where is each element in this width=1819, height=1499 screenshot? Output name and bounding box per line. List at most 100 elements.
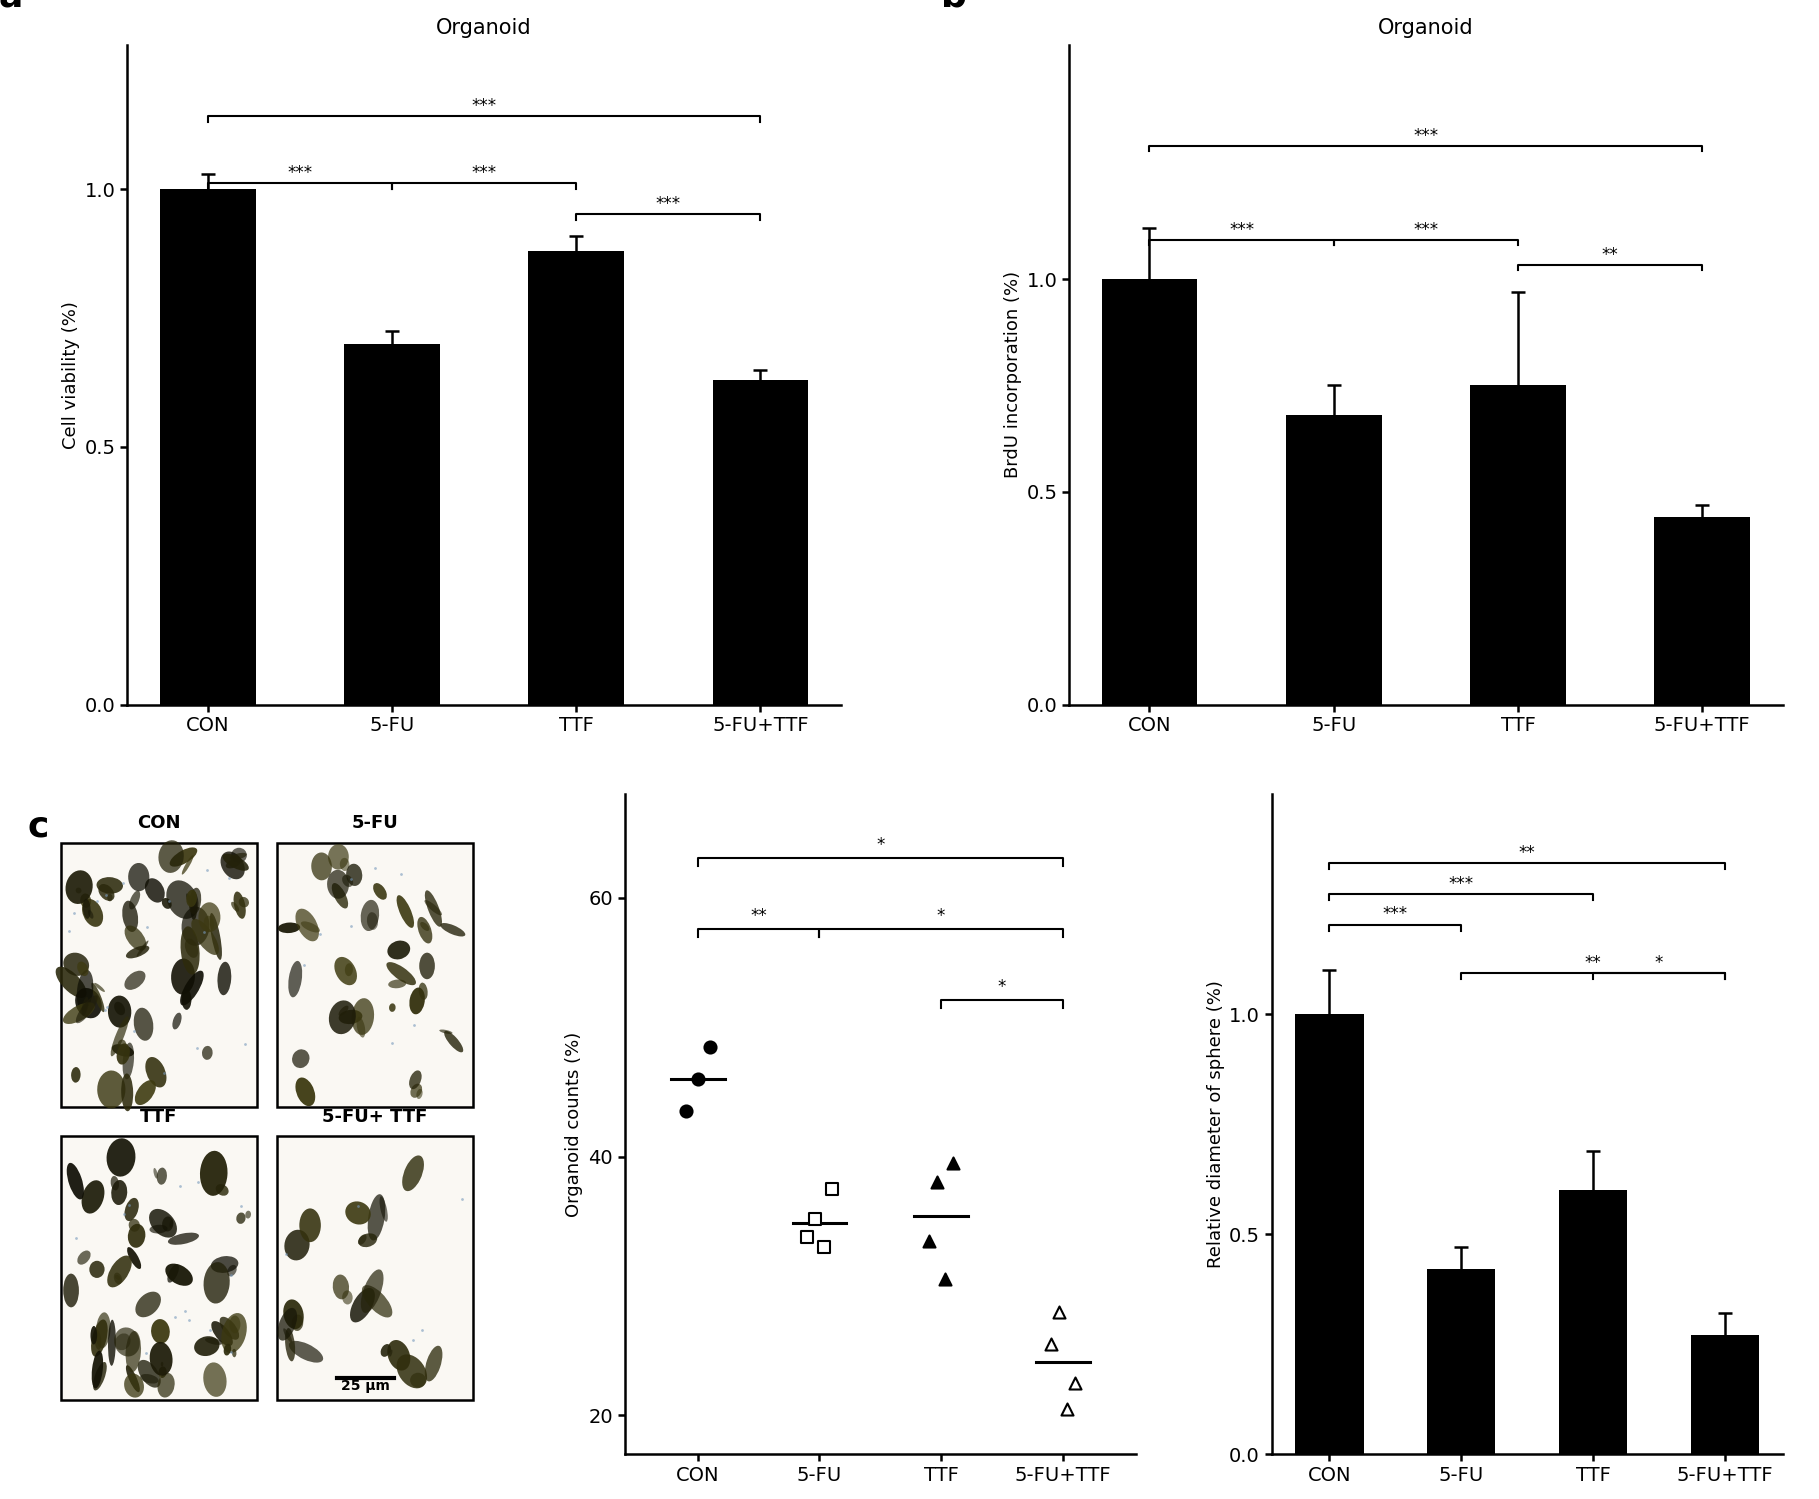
Point	[809, 1235, 839, 1259]
Ellipse shape	[329, 1000, 357, 1034]
Ellipse shape	[169, 1220, 173, 1228]
Text: *: *	[937, 907, 946, 925]
Ellipse shape	[127, 1223, 146, 1247]
Text: ***: ***	[1382, 905, 1408, 923]
Point	[120, 1019, 149, 1043]
Point	[306, 922, 335, 946]
Ellipse shape	[342, 875, 353, 887]
Ellipse shape	[418, 983, 427, 1000]
Point	[671, 1099, 700, 1123]
Ellipse shape	[186, 893, 193, 908]
Ellipse shape	[118, 1039, 126, 1051]
Ellipse shape	[342, 1291, 353, 1304]
Ellipse shape	[146, 1057, 167, 1087]
Y-axis label: Cell viability (%): Cell viability (%)	[62, 301, 80, 448]
Point	[175, 1307, 204, 1331]
Ellipse shape	[76, 995, 98, 1024]
Ellipse shape	[284, 1229, 309, 1261]
Point	[107, 871, 136, 895]
Ellipse shape	[107, 1256, 131, 1288]
Ellipse shape	[67, 1163, 84, 1199]
Ellipse shape	[338, 1010, 362, 1024]
Point	[800, 1207, 829, 1231]
Point	[939, 1151, 968, 1175]
Ellipse shape	[127, 1247, 142, 1270]
Ellipse shape	[126, 1331, 142, 1372]
Bar	[60, 1136, 256, 1400]
Text: **: **	[749, 907, 768, 925]
Ellipse shape	[107, 995, 131, 1028]
Ellipse shape	[380, 1345, 391, 1357]
Ellipse shape	[387, 979, 406, 988]
Ellipse shape	[91, 983, 104, 1012]
Ellipse shape	[160, 1361, 164, 1367]
Ellipse shape	[115, 1001, 126, 1015]
Ellipse shape	[387, 940, 411, 959]
Point	[1037, 1333, 1066, 1357]
Ellipse shape	[338, 1006, 349, 1016]
Ellipse shape	[126, 946, 149, 958]
Ellipse shape	[311, 853, 331, 880]
Point	[184, 1169, 213, 1193]
Ellipse shape	[89, 1261, 104, 1279]
Ellipse shape	[224, 1343, 231, 1355]
Point	[1051, 1397, 1080, 1421]
Ellipse shape	[186, 890, 196, 907]
Ellipse shape	[278, 922, 300, 932]
Ellipse shape	[226, 859, 242, 868]
Ellipse shape	[358, 1234, 377, 1247]
Ellipse shape	[335, 956, 357, 985]
Ellipse shape	[115, 1334, 131, 1351]
Ellipse shape	[149, 1342, 173, 1376]
Ellipse shape	[220, 851, 246, 880]
Point	[695, 1034, 724, 1058]
Ellipse shape	[417, 1088, 422, 1099]
Ellipse shape	[96, 877, 124, 893]
Ellipse shape	[96, 1070, 126, 1108]
Point	[189, 920, 218, 944]
Point	[182, 1036, 211, 1060]
Point	[337, 913, 366, 937]
Ellipse shape	[409, 1373, 426, 1388]
Ellipse shape	[386, 962, 417, 985]
Ellipse shape	[295, 908, 318, 941]
Ellipse shape	[158, 1373, 175, 1397]
Ellipse shape	[206, 1337, 224, 1345]
Ellipse shape	[98, 884, 115, 901]
Point	[91, 883, 120, 907]
Text: a: a	[0, 0, 24, 13]
Ellipse shape	[111, 1016, 129, 1057]
Ellipse shape	[402, 1156, 424, 1192]
Ellipse shape	[136, 940, 149, 956]
Ellipse shape	[349, 1288, 375, 1322]
Ellipse shape	[124, 971, 146, 989]
Ellipse shape	[360, 899, 378, 931]
Ellipse shape	[146, 878, 166, 902]
Ellipse shape	[278, 1307, 296, 1340]
Ellipse shape	[158, 841, 184, 872]
Ellipse shape	[333, 1274, 349, 1300]
Ellipse shape	[166, 880, 198, 919]
Ellipse shape	[211, 1256, 238, 1273]
Point	[227, 1195, 256, 1219]
Point	[386, 862, 415, 886]
Ellipse shape	[409, 1070, 422, 1090]
Ellipse shape	[204, 916, 215, 931]
Point	[193, 857, 222, 881]
Text: ***: ***	[657, 195, 680, 213]
Point	[166, 1174, 195, 1198]
Ellipse shape	[358, 1235, 367, 1244]
Point	[1044, 1300, 1073, 1324]
Ellipse shape	[87, 910, 93, 919]
Ellipse shape	[115, 1273, 122, 1285]
Ellipse shape	[82, 1180, 104, 1214]
Ellipse shape	[91, 1319, 107, 1357]
Text: TTF: TTF	[140, 1108, 176, 1126]
Point	[684, 1067, 713, 1091]
Ellipse shape	[80, 893, 91, 908]
Ellipse shape	[204, 1262, 229, 1304]
Ellipse shape	[93, 1363, 107, 1391]
Bar	[1653, 517, 1750, 705]
Title: Organoid: Organoid	[437, 18, 531, 37]
Ellipse shape	[166, 1264, 193, 1286]
